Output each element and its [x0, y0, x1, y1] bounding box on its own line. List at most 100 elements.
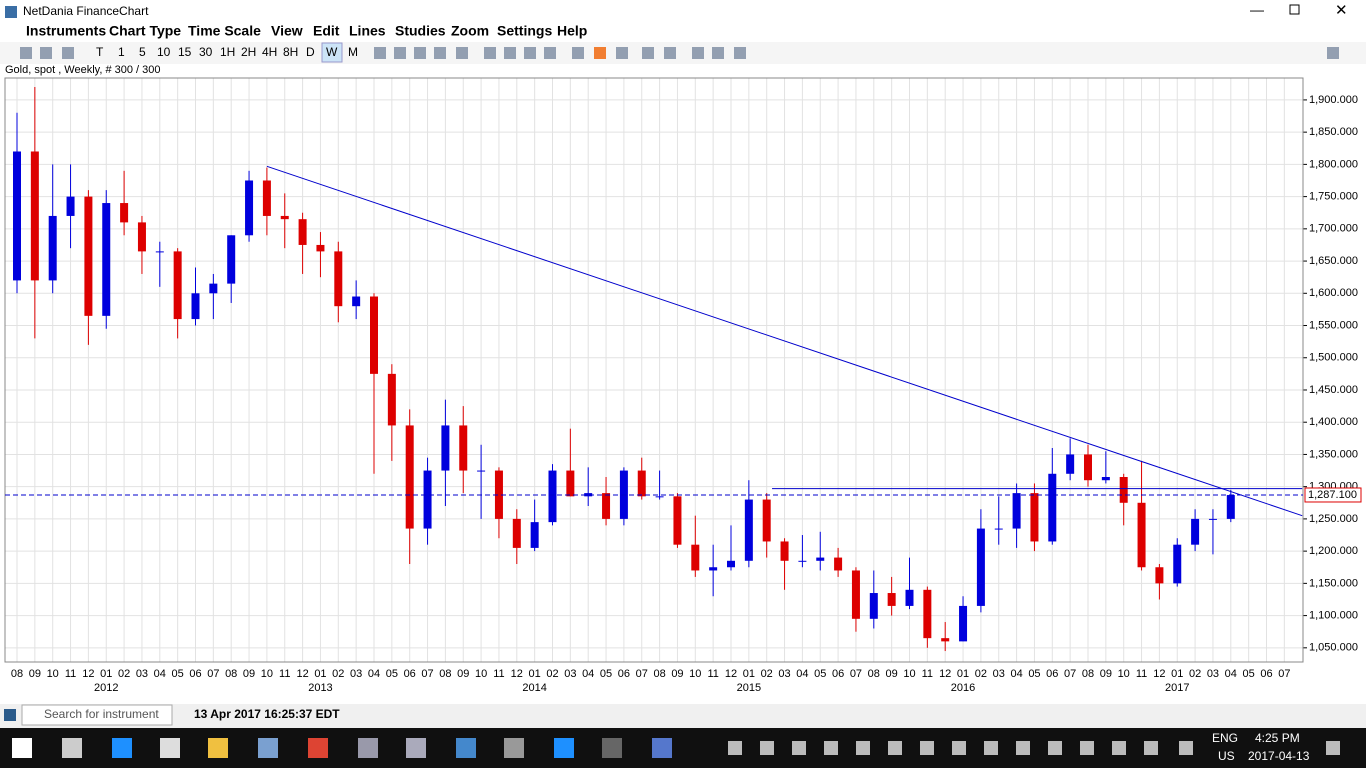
toolbar-button[interactable]: 10 [157, 45, 171, 59]
x-tick-label: 06 [618, 668, 630, 680]
toolbar-icon[interactable] [692, 47, 704, 59]
toolbar-button[interactable]: 15 [178, 45, 192, 59]
taskbar-icon[interactable] [308, 738, 328, 758]
candle-body [905, 589, 914, 606]
x-tick-label: 09 [886, 668, 898, 680]
candle-body [1048, 473, 1057, 542]
toolbar-icon[interactable] [642, 47, 654, 59]
tray-icon[interactable] [1016, 741, 1030, 755]
taskbar-icon[interactable] [602, 738, 622, 758]
toolbar-icon[interactable] [544, 47, 556, 59]
tray-icon[interactable] [1144, 741, 1158, 755]
menu-item[interactable]: Help [557, 23, 587, 39]
tray-icon[interactable] [728, 741, 742, 755]
toolbar-icon[interactable] [456, 47, 468, 59]
tray-icon[interactable] [856, 741, 870, 755]
taskbar-icon[interactable] [406, 738, 426, 758]
toolbar-button[interactable]: T [96, 45, 104, 59]
tray-icon[interactable] [824, 741, 838, 755]
toolbar-icon[interactable] [62, 47, 74, 59]
taskbar-icon[interactable] [62, 738, 82, 758]
toolbar-icon[interactable] [712, 47, 724, 59]
taskbar-icon[interactable] [258, 738, 278, 758]
minimize[interactable]: — [1250, 2, 1264, 18]
maximize[interactable] [1289, 4, 1300, 15]
toolbar-icon[interactable] [374, 47, 386, 59]
tray-icon[interactable] [1080, 741, 1094, 755]
toolbar-icon[interactable] [394, 47, 406, 59]
toolbar-icon[interactable] [414, 47, 426, 59]
candle-body [1173, 544, 1182, 584]
toolbar-button[interactable]: 1H [220, 45, 235, 59]
menu-item[interactable]: Time Scale [188, 23, 261, 39]
candle-body [477, 470, 486, 472]
x-tick-label: 10 [261, 668, 273, 680]
taskbar-icon[interactable] [456, 738, 476, 758]
toolbar-button[interactable]: 30 [199, 45, 213, 59]
x-tick-label: 12 [1153, 668, 1165, 680]
tray-icon[interactable] [1179, 741, 1193, 755]
close[interactable]: ✕ [1335, 2, 1348, 19]
clock: 4:25 PM [1255, 731, 1300, 745]
taskbar-icon[interactable] [554, 738, 574, 758]
x-tick-label: 01 [957, 668, 969, 680]
candle-body [494, 470, 503, 519]
tray-icon[interactable] [760, 741, 774, 755]
x-tick-label: 11 [707, 668, 718, 680]
toolbar-button[interactable]: D [306, 45, 315, 59]
candle-body [1084, 454, 1092, 481]
toolbar-button[interactable]: 4H [262, 45, 277, 59]
x-tick-label: 04 [796, 668, 808, 680]
taskbar-icon[interactable] [358, 738, 378, 758]
toolbar-button[interactable]: 2H [241, 45, 256, 59]
toolbar-button[interactable]: 8H [283, 45, 298, 59]
toolbar-button[interactable]: 1 [118, 45, 125, 59]
taskbar-icon[interactable] [652, 738, 672, 758]
menu-item[interactable]: Lines [349, 23, 386, 39]
menu-item[interactable]: Instruments [26, 23, 106, 39]
toolbar-button[interactable]: 5 [139, 45, 146, 59]
menu-item[interactable]: View [271, 23, 303, 39]
taskbar-icon[interactable] [12, 738, 32, 758]
toolbar-icon[interactable] [734, 47, 746, 59]
toolbar-icon[interactable] [594, 47, 606, 59]
toolbar-icon[interactable] [434, 47, 446, 59]
tray-icon[interactable] [1048, 741, 1062, 755]
candle-body [441, 425, 450, 471]
tray-icon[interactable] [888, 741, 902, 755]
tray-icon[interactable] [952, 741, 966, 755]
menu-item[interactable]: Chart Type [109, 23, 181, 39]
x-tick-label: 12 [939, 668, 951, 680]
tray-icon[interactable] [1112, 741, 1126, 755]
toolbar-icon[interactable] [484, 47, 496, 59]
x-tick-label: 01 [529, 668, 541, 680]
menu-item[interactable]: Studies [395, 23, 446, 39]
toolbar-icon[interactable] [616, 47, 628, 59]
candle-body [120, 203, 129, 223]
tray-icon[interactable] [792, 741, 806, 755]
candle-body [1137, 502, 1146, 568]
taskbar-icon[interactable] [208, 738, 228, 758]
menu-item[interactable]: Settings [497, 23, 552, 39]
toolbar-icon[interactable] [504, 47, 516, 59]
taskbar-icon[interactable] [504, 738, 524, 758]
search-box[interactable] [21, 704, 173, 726]
toolbar-button[interactable]: M [348, 45, 358, 59]
tray-icon[interactable] [920, 741, 934, 755]
toolbar-icon[interactable] [664, 47, 676, 59]
toolbar-icon[interactable] [1327, 47, 1339, 59]
menu-item[interactable]: Edit [313, 23, 340, 39]
toolbar-icon[interactable] [524, 47, 536, 59]
taskbar-icon[interactable] [112, 738, 132, 758]
taskbar-icon[interactable] [160, 738, 180, 758]
toolbar-icon[interactable] [572, 47, 584, 59]
tray-icon[interactable] [1326, 741, 1340, 755]
toolbar-icon[interactable] [20, 47, 32, 59]
tray-icon[interactable] [984, 741, 998, 755]
menu-item[interactable]: Zoom [451, 23, 489, 39]
toolbar-button[interactable]: W [326, 45, 338, 59]
y-tick-label: 1,350.000 [1309, 448, 1358, 460]
toolbar-icon[interactable] [40, 47, 52, 59]
candle-body [48, 215, 57, 281]
